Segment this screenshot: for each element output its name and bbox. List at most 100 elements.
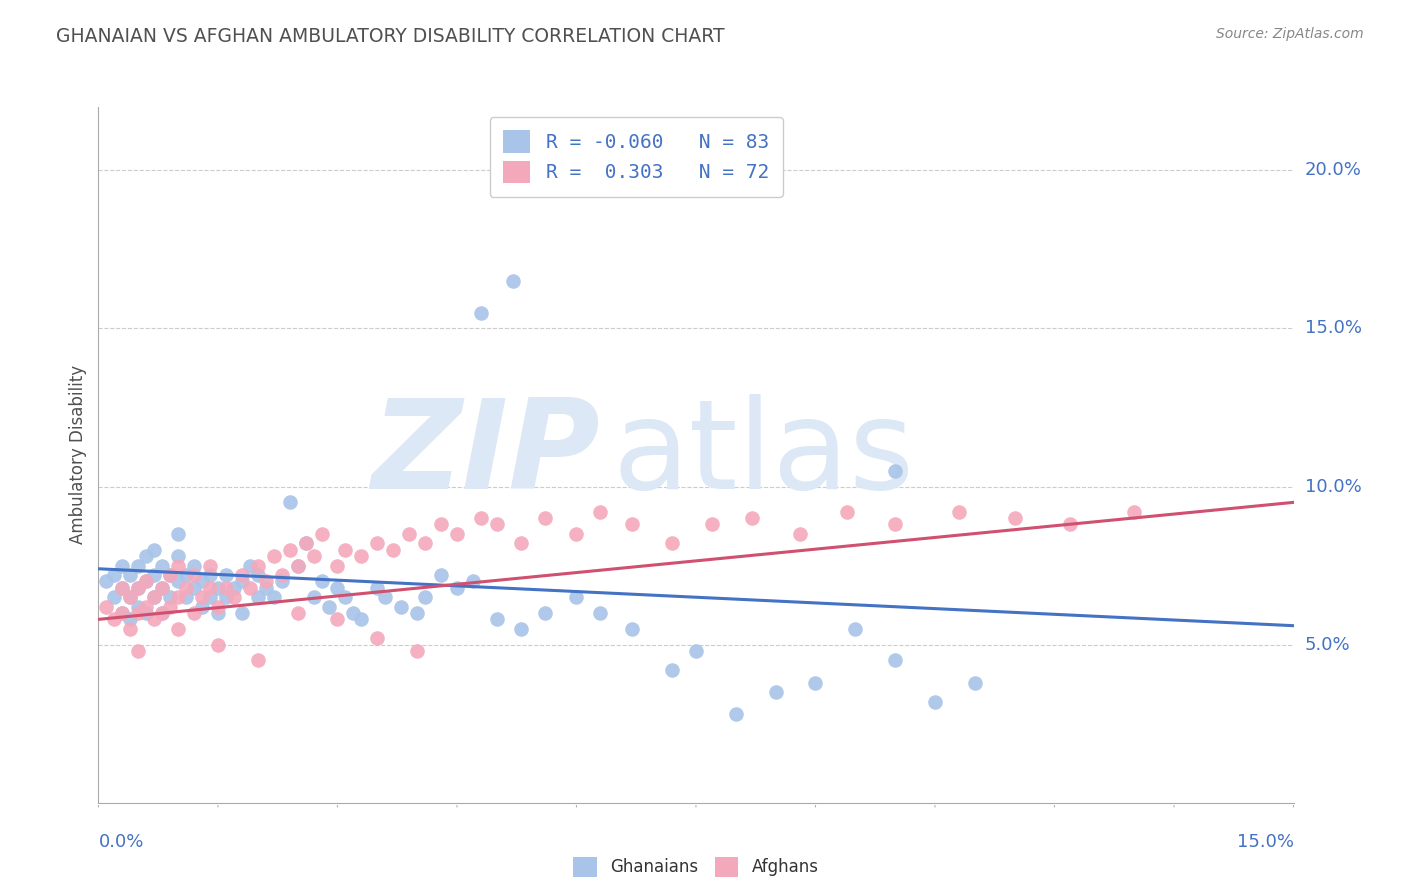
Point (127, 581, 149, 595)
Point (103, 568, 125, 582)
Point (406, 606, 429, 620)
Point (485, 612, 508, 626)
Point (884, 464, 907, 478)
Point (135, 599, 157, 614)
Point (342, 606, 364, 620)
Point (143, 591, 166, 605)
Point (167, 558, 190, 573)
Point (263, 591, 285, 605)
Text: 0.0%: 0.0% (98, 833, 143, 851)
Point (127, 606, 149, 620)
Point (924, 695, 946, 709)
Point (326, 581, 349, 595)
Point (446, 581, 468, 595)
Point (159, 568, 181, 582)
Point (174, 568, 197, 582)
Point (159, 599, 181, 614)
Point (150, 606, 173, 620)
Point (222, 581, 245, 595)
Point (804, 675, 827, 690)
Point (191, 591, 214, 605)
Point (231, 606, 253, 620)
Point (884, 517, 907, 532)
Point (837, 505, 859, 519)
Point (143, 568, 166, 582)
Point (198, 568, 221, 582)
Point (231, 574, 253, 589)
Point (335, 542, 357, 557)
Point (96, 574, 118, 589)
Point (103, 612, 125, 626)
Point (167, 591, 190, 605)
Point (159, 568, 181, 582)
Point (111, 606, 134, 620)
Point (191, 574, 214, 589)
Point (120, 612, 142, 626)
Point (246, 568, 269, 582)
Point (198, 591, 221, 605)
Point (150, 558, 173, 573)
Point (111, 606, 134, 620)
Point (884, 653, 907, 667)
Point (350, 612, 373, 626)
Point (311, 574, 333, 589)
Point (366, 536, 388, 550)
Point (143, 591, 166, 605)
Point (661, 663, 683, 677)
Point (302, 549, 325, 563)
Point (127, 581, 149, 595)
Point (198, 558, 221, 573)
Point (207, 581, 229, 595)
Point (270, 574, 292, 589)
Point (533, 606, 555, 620)
Point (135, 549, 157, 563)
Point (741, 511, 763, 525)
Point (174, 591, 197, 605)
Point (150, 581, 173, 595)
Point (183, 581, 205, 595)
Point (167, 574, 190, 589)
Point (135, 574, 157, 589)
Point (565, 591, 588, 605)
Point (159, 591, 181, 605)
Point (254, 574, 277, 589)
Point (246, 653, 269, 667)
Text: Source: ZipAtlas.com: Source: ZipAtlas.com (1216, 27, 1364, 41)
Point (263, 549, 285, 563)
Point (246, 591, 269, 605)
Point (366, 581, 388, 595)
Point (143, 542, 166, 557)
Point (167, 549, 190, 563)
Point (509, 536, 531, 550)
Point (127, 558, 149, 573)
Text: atlas: atlas (612, 394, 914, 516)
Point (461, 574, 484, 589)
Point (135, 574, 157, 589)
Point (430, 517, 453, 532)
Point (111, 581, 134, 595)
Point (502, 274, 524, 288)
Text: 20.0%: 20.0% (1305, 161, 1361, 179)
Point (389, 599, 412, 614)
Point (103, 591, 125, 605)
Point (470, 305, 492, 319)
Text: 10.0%: 10.0% (1305, 477, 1361, 496)
Point (222, 591, 245, 605)
Point (470, 511, 492, 525)
Point (278, 542, 301, 557)
Point (143, 612, 166, 626)
Point (621, 517, 644, 532)
Point (127, 644, 149, 658)
Point (127, 599, 149, 614)
Point (844, 622, 866, 636)
Point (302, 591, 325, 605)
Point (685, 644, 707, 658)
Point (287, 606, 309, 620)
Point (406, 644, 429, 658)
Point (111, 581, 134, 595)
Point (446, 527, 468, 541)
Point (191, 599, 214, 614)
Point (565, 527, 588, 541)
Point (120, 591, 142, 605)
Point (335, 591, 357, 605)
